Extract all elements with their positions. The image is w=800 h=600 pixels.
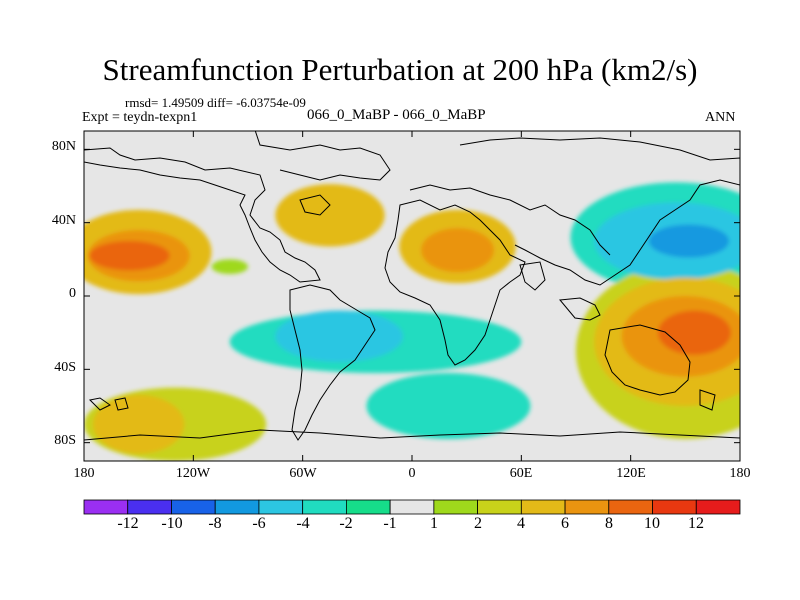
y-tick-label: 80S — [54, 433, 76, 448]
colorbar-label: 6 — [561, 515, 569, 532]
colorbar-swatch — [389, 499, 435, 515]
case-label: 066_0_MaBP - 066_0_MaBP — [307, 107, 486, 123]
colorbar-label: 10 — [644, 515, 660, 532]
colorbar-label: -2 — [339, 515, 353, 532]
colorbar-swatch — [83, 499, 129, 515]
y-tick-marks — [84, 148, 740, 444]
colorbar-swatch — [214, 499, 260, 515]
x-tick-label: 180 — [729, 466, 751, 481]
colorbar-label: 2 — [474, 515, 482, 532]
colorbar-label: 12 — [688, 515, 704, 532]
field-africa-high — [421, 228, 494, 273]
field-north-pacific-low — [211, 259, 248, 274]
rmsd-stats: rmsd= 1.49509 diff= -6.03754e-09 — [125, 95, 306, 110]
chart-title: Streamfunction Perturbation at 200 hPa (… — [102, 52, 698, 87]
field-southern-indian-trough — [366, 373, 531, 439]
colorbar-label: 1 — [430, 515, 438, 532]
colorbar-swatch — [477, 499, 522, 515]
y-tick-label: 40N — [51, 213, 76, 228]
x-tick-label: 120E — [616, 466, 646, 481]
y-tick-label: 0 — [69, 286, 76, 301]
colorbar-swatch — [564, 499, 610, 515]
x-tick-label: 120W — [175, 466, 211, 481]
field-southern-ocean-ridge — [93, 395, 185, 454]
field-south-pacific-high-core — [658, 310, 731, 355]
field-west-pacific-low-core — [648, 224, 730, 258]
colorbar-label: -6 — [252, 515, 266, 532]
x-tick-marks — [83, 131, 741, 461]
colorbar-swatch — [258, 499, 304, 515]
field-tropical-atlantic-low — [275, 310, 403, 363]
colorbar-label: -4 — [296, 515, 310, 532]
x-tick-label: 60W — [289, 466, 317, 481]
colorbar-swatch — [520, 499, 566, 515]
colorbar-label: -12 — [117, 515, 139, 532]
field-north-atlantic-high — [275, 184, 385, 247]
x-tick-label: 180 — [73, 466, 95, 481]
colorbar-swatch — [345, 499, 391, 515]
colorbar-swatch — [127, 499, 172, 515]
x-tick-label: 60E — [509, 466, 533, 481]
colorbar-label: -8 — [208, 515, 222, 532]
colorbar-label: -10 — [161, 515, 183, 532]
contour-fields — [84, 182, 740, 461]
y-tick-label: 80N — [51, 139, 76, 154]
colorbar-label: -1 — [383, 515, 397, 532]
colorbar-label: 4 — [517, 515, 525, 532]
colorbar-swatch — [433, 499, 479, 515]
coastlines — [84, 131, 740, 441]
colorbar-swatch — [171, 499, 216, 515]
colorbar-swatch — [695, 499, 741, 515]
x-tick-label: 0 — [408, 466, 416, 481]
experiment-label: Expt = teydn-texpn1 — [82, 110, 198, 125]
colorbar-label: 8 — [605, 515, 613, 532]
colorbar-swatch — [302, 499, 347, 515]
colorbar — [83, 499, 741, 515]
field-north-pacific-high — [89, 241, 170, 271]
season-label: ANN — [705, 110, 736, 125]
colorbar-swatch — [652, 499, 697, 515]
colorbar-swatch — [608, 499, 653, 515]
y-tick-label: 40S — [54, 360, 76, 375]
